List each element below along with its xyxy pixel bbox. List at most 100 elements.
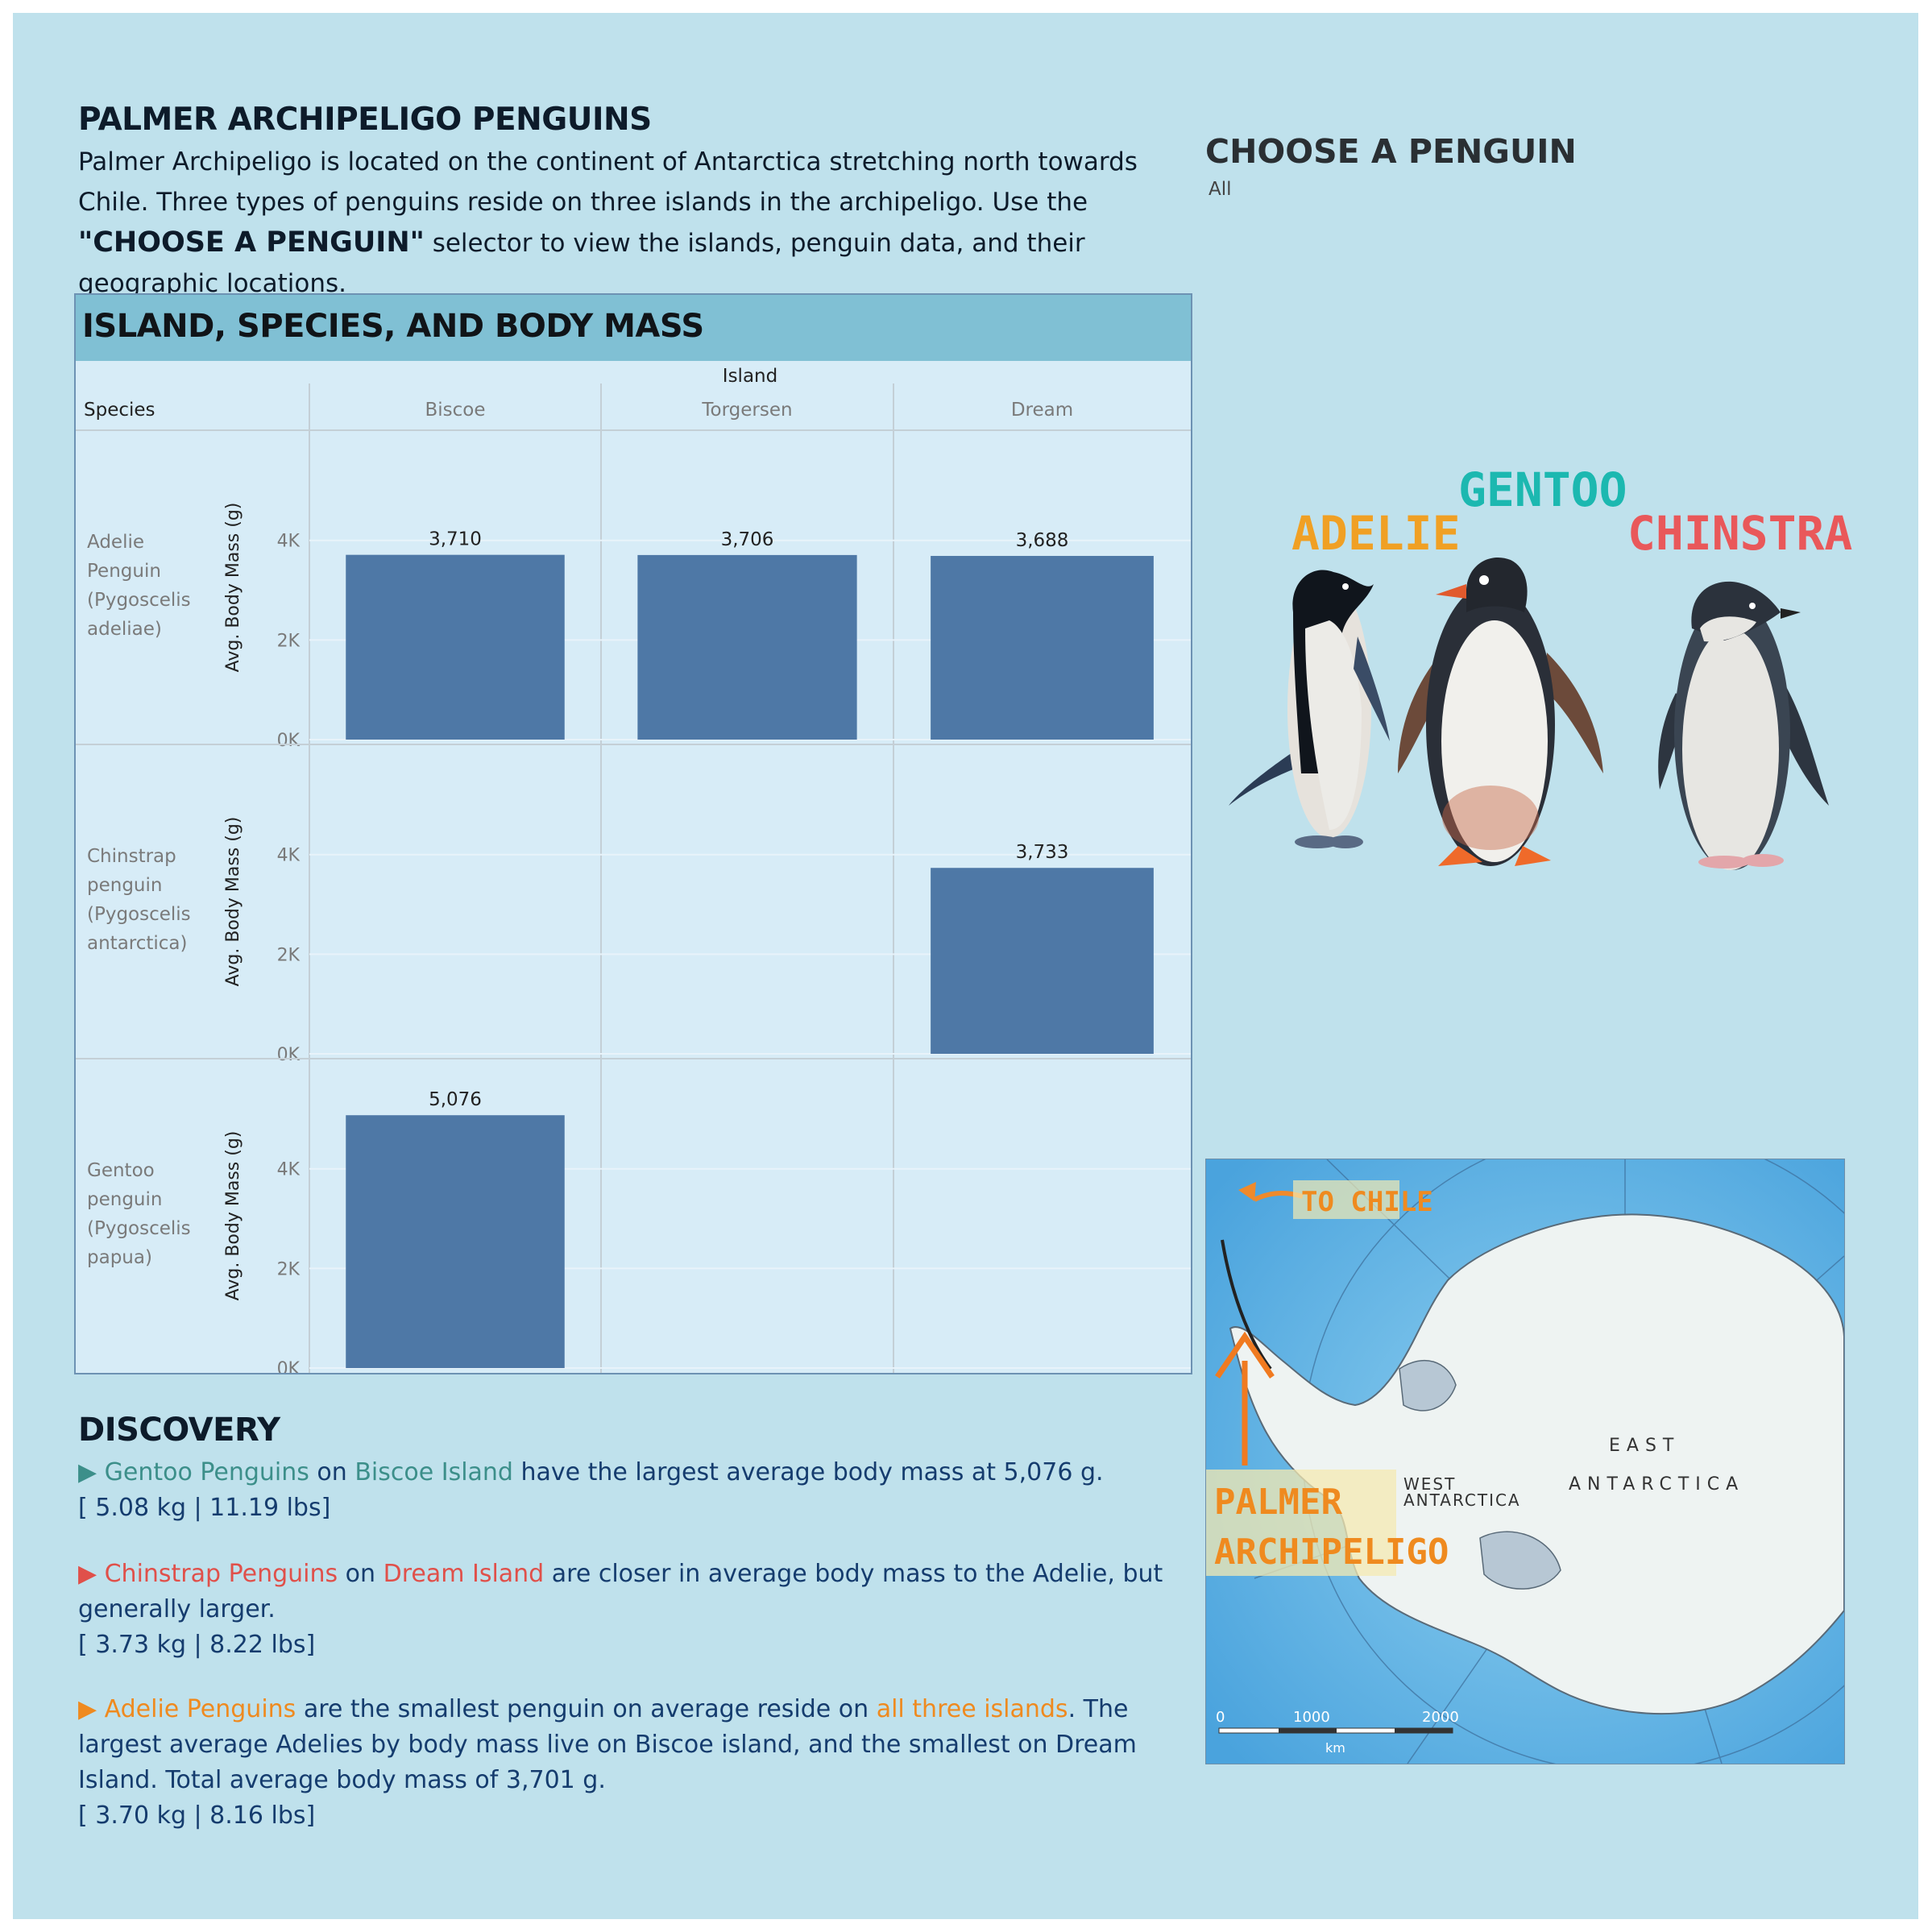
intro-text-bold: "CHOOSE A PENGUIN" [78, 226, 425, 259]
to-chile-label: TO CHILE [1301, 1186, 1433, 1218]
adelie-text: . The largest average Adelies by body ma… [78, 1695, 1137, 1794]
y-tick-label: 4K [277, 1160, 301, 1180]
gentoo-species: Gentoo Penguins [104, 1458, 309, 1486]
antarctica-landmass [1229, 1213, 1844, 1715]
discovery-gentoo: ▶ Gentoo Penguins on Biscoe Island have … [78, 1455, 1206, 1526]
to-chile-label-box [1293, 1180, 1399, 1219]
y-tick-label: 4K [277, 846, 301, 866]
ross-ice-shelf [1479, 1531, 1561, 1590]
species-label: (Pygoscelis [87, 590, 191, 611]
species-label: antarctica) [87, 933, 188, 954]
chinstrap-arrow: ▶ [78, 1560, 105, 1588]
chinstrap-species: Chinstrap Penguins [104, 1560, 338, 1588]
palmer-label-line1: PALMER [1214, 1482, 1342, 1523]
discovery-chinstrap: ▶ Chinstrap Penguins on Dream Island are… [78, 1557, 1206, 1663]
species-row-header: Species [84, 400, 155, 421]
y-tick-label: 2K [277, 1259, 301, 1279]
chinstrap-penguin-image [1658, 581, 1829, 870]
chinstrap-on: on [338, 1560, 383, 1588]
bar-value-label: 5,076 [429, 1089, 482, 1110]
y-tick-label: 4K [277, 532, 301, 552]
y-tick-label: 0K [277, 1045, 301, 1065]
chinstrap-units: [ 3.73 kg | 8.22 lbs] [78, 1631, 316, 1659]
species-label: adeliae) [87, 619, 162, 640]
palmer-label-box [1206, 1470, 1396, 1576]
discovery-adelie: ▶ Adelie Penguins are the smallest pengu… [78, 1692, 1206, 1834]
adelie-arrow: ▶ [78, 1695, 105, 1723]
panel-header: ISLAND, SPECIES, AND BODY MASS [76, 295, 1191, 361]
chinstrap-island: Dream Island [383, 1560, 545, 1588]
adelie-label: ADELIE [1291, 506, 1461, 561]
bar-dream [931, 868, 1154, 1054]
gentoo-penguin-image [1398, 557, 1603, 866]
species-label: (Pygoscelis [87, 1218, 191, 1239]
scale-0: 0 [1216, 1709, 1225, 1726]
species-label: Penguin [87, 561, 161, 582]
chinstrap-label: CHINSTRAP [1627, 506, 1853, 561]
adelie-species: Adelie Penguins [104, 1695, 296, 1723]
species-label: Gentoo [87, 1160, 155, 1181]
scale-unit: km [1325, 1740, 1345, 1756]
island-header-torgersen: Torgersen [701, 400, 792, 421]
intro-text-part2: selector to view the islands, penguin da… [78, 229, 1085, 298]
y-axis-label: Avg. Body Mass (g) [223, 503, 243, 673]
island-header-dream: Dream [1011, 400, 1073, 421]
species-label: Chinstrap [87, 846, 176, 867]
palmer-arrowhead [1215, 1331, 1275, 1379]
island-header-biscoe: Biscoe [425, 400, 485, 421]
page-title: PALMER ARCHIPELIGO PENGUINS [78, 102, 652, 138]
ronne-ice-shelf [1399, 1360, 1457, 1412]
species-label: papua) [87, 1247, 152, 1268]
y-tick-label: 2K [277, 945, 301, 965]
scale-2000: 2000 [1422, 1709, 1459, 1726]
y-tick-label: 0K [277, 1359, 301, 1373]
y-tick-label: 2K [277, 631, 301, 651]
intro-text-part1: Palmer Archipeligo is located on the con… [78, 147, 1138, 217]
penguins-illustration: ADELIE GENTOO CHINSTRAP [1229, 462, 1853, 870]
gentoo-on: on [309, 1458, 355, 1486]
gentoo-units: [ 5.08 kg | 11.19 lbs] [78, 1494, 331, 1522]
island-column-header: Island [723, 366, 777, 387]
species-label: (Pygoscelis [87, 904, 191, 925]
intro-text: Palmer Archipeligo is located on the con… [78, 142, 1206, 304]
species-label: penguin [87, 875, 162, 896]
y-axis-label: Avg. Body Mass (g) [223, 817, 243, 987]
map-scale-bar: 0 1000 2000 km [1216, 1709, 1459, 1756]
adelie-units: [ 3.70 kg | 8.16 lbs] [78, 1801, 316, 1830]
body-mass-chart: Island Species Biscoe Torgersen Dream 0K 2K 4K A… [76, 366, 1191, 1373]
adelie-penguin-image [1229, 570, 1390, 848]
west-antarctica-label: ANTARCTICA [1403, 1490, 1521, 1510]
gentoo-text: have the largest average body mass at 5,… [512, 1458, 1104, 1486]
gentoo-island: Biscoe Island [354, 1458, 513, 1486]
bar-torgersen [637, 554, 857, 740]
west-label: WEST [1403, 1474, 1456, 1494]
bar-value-label: 3,688 [1016, 530, 1069, 551]
body-mass-chart-panel: ISLAND, SPECIES, AND BODY MASS Island Spe… [74, 293, 1192, 1374]
panel-title: ISLAND, SPECIES, AND BODY MASS [82, 308, 704, 345]
species-label: penguin [87, 1189, 162, 1210]
palmer-label-line2: ARCHIPELIGO [1214, 1532, 1449, 1573]
adelie-islands: all three islands [876, 1695, 1068, 1723]
species-label: Adelie [87, 532, 144, 553]
gentoo-label: GENTOO [1458, 462, 1627, 517]
bar-value-label: 3,733 [1016, 842, 1069, 863]
y-axis-label: Avg. Body Mass (g) [223, 1131, 243, 1301]
selector-title: CHOOSE A PENGUIN [1205, 132, 1577, 171]
bar-biscoe [346, 554, 565, 740]
scale-1000: 1000 [1293, 1709, 1330, 1726]
y-tick-label: 0K [277, 731, 301, 751]
antarctica-label: ANTARCTICA [1569, 1474, 1744, 1495]
to-chile-arrowhead [1238, 1182, 1256, 1201]
bar-value-label: 3,710 [429, 529, 482, 550]
discovery-title: DISCOVERY [78, 1412, 280, 1449]
antarctic-peninsula [1221, 1239, 1272, 1370]
chinstrap-text: are closer in average body mass to the A… [78, 1560, 1163, 1623]
bar-biscoe [346, 1115, 565, 1368]
gentoo-arrow: ▶ [78, 1458, 105, 1486]
east-label: EAST [1609, 1436, 1680, 1456]
bar-value-label: 3,706 [721, 529, 774, 550]
adelie-mid: are the smallest penguin on average resi… [296, 1695, 877, 1723]
penguin-selector[interactable]: All [1209, 179, 1232, 200]
antarctica-map: TO CHILE PALMER ARCHIPELIGO EAST ANTARCT… [1205, 1159, 1845, 1764]
bar-dream [931, 556, 1154, 740]
